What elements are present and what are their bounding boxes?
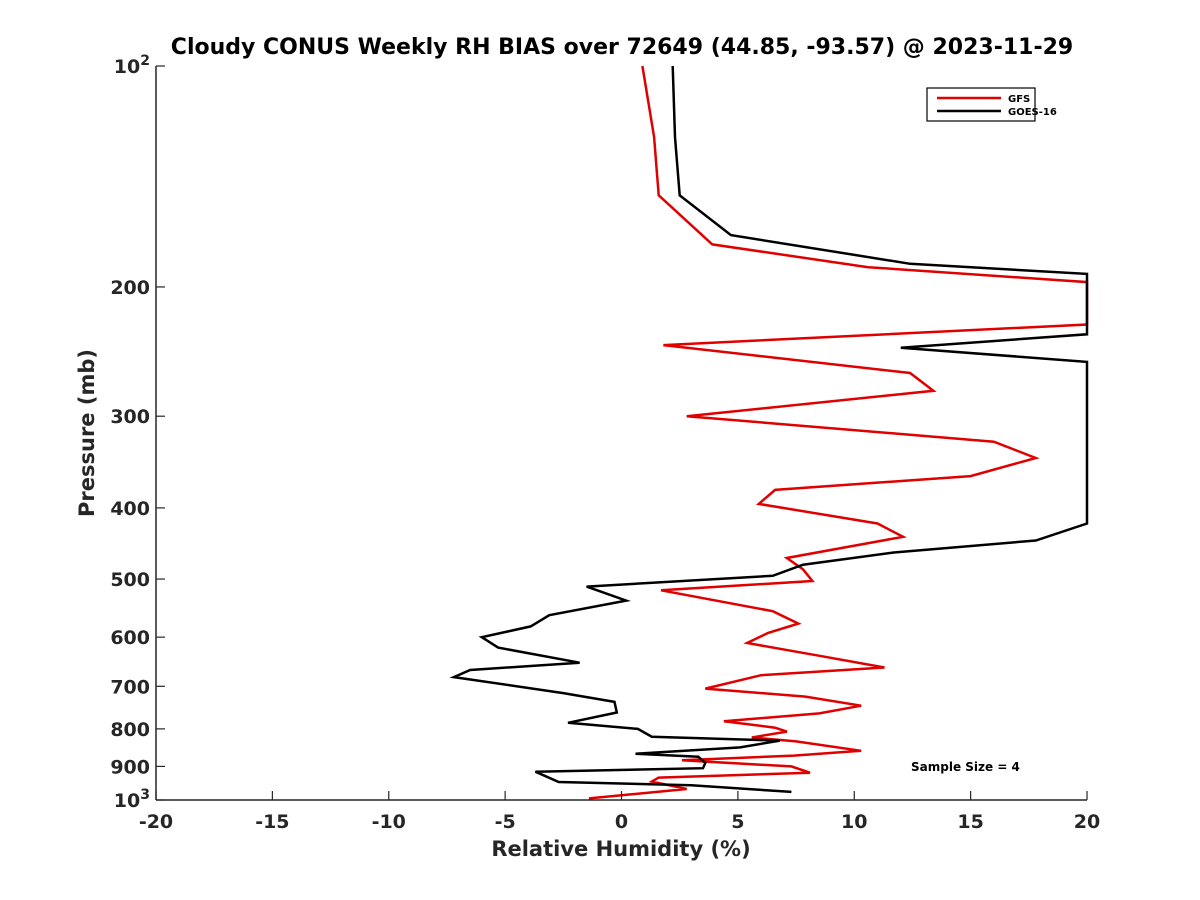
chart-title: Cloudy CONUS Weekly RH BIAS over 72649 (… bbox=[171, 35, 1073, 60]
legend: GFS GOES-16 bbox=[926, 87, 1057, 122]
y-tick-label: 700 bbox=[110, 676, 150, 698]
x-tick-label: -10 bbox=[372, 811, 406, 833]
y-tick-label: 600 bbox=[110, 627, 150, 649]
x-tick-label: -5 bbox=[495, 811, 516, 833]
x-tick-label: 10 bbox=[841, 811, 867, 833]
y-tick-label: 500 bbox=[110, 569, 150, 591]
legend-label-gfs: GFS bbox=[1008, 94, 1030, 105]
series-lines bbox=[449, 65, 1089, 800]
series-line-goes-16 bbox=[449, 65, 1089, 794]
y-axis-ticks: 102 200 300 400 500 600 700 800 900 103 bbox=[110, 53, 165, 812]
plot-area bbox=[156, 66, 1087, 800]
y-axis-label: Pressure (mb) bbox=[75, 349, 99, 517]
x-tick-label: 5 bbox=[731, 811, 744, 833]
y-tick-label: 102 bbox=[114, 53, 150, 78]
x-tick-label: 15 bbox=[957, 811, 983, 833]
sample-size-note: Sample Size = 4 bbox=[911, 760, 1020, 774]
y-tick-label: 900 bbox=[110, 756, 150, 778]
x-axis-ticks: -20 -15 -10 -5 0 5 10 15 20 bbox=[139, 791, 1100, 833]
x-tick-label: 20 bbox=[1074, 811, 1100, 833]
y-tick-label: 200 bbox=[110, 277, 150, 299]
x-tick-label: -20 bbox=[139, 811, 173, 833]
x-tick-label: -15 bbox=[255, 811, 289, 833]
y-tick-label: 800 bbox=[110, 719, 150, 741]
y-tick-label: 103 bbox=[114, 787, 150, 812]
legend-box bbox=[926, 87, 1036, 122]
y-tick-label: 400 bbox=[110, 498, 150, 520]
legend-label-goes-16: GOES-16 bbox=[1008, 107, 1057, 118]
x-axis-label: Relative Humidity (%) bbox=[491, 837, 750, 861]
series-line-gfs bbox=[588, 65, 1089, 800]
y-tick-label: 300 bbox=[110, 406, 150, 428]
x-tick-label: 0 bbox=[615, 811, 628, 833]
